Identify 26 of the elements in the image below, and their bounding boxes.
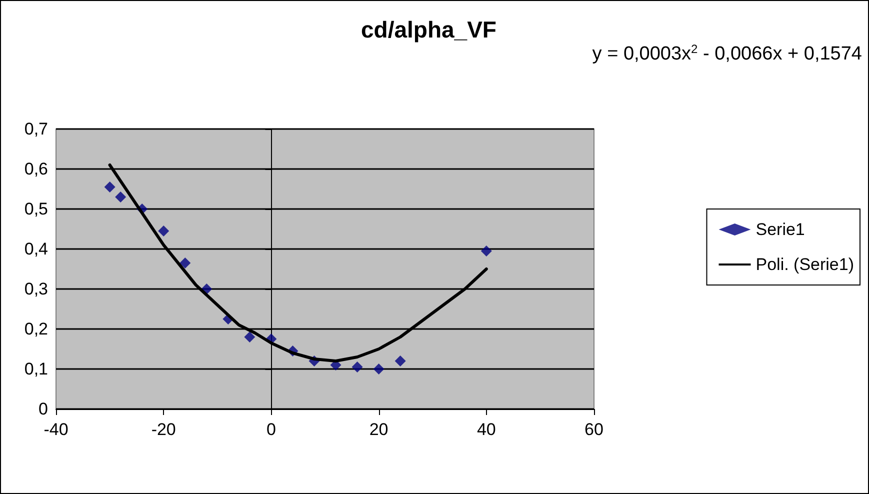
y-tick-label: 0,7	[24, 120, 48, 138]
y-tick-label: 0	[38, 400, 48, 418]
y-tick-label: 0,2	[24, 320, 48, 338]
point	[352, 362, 363, 372]
y-tick-label: 0,1	[24, 360, 48, 378]
point	[480, 246, 492, 256]
x-tick-label: 0	[266, 420, 276, 439]
point	[244, 332, 256, 342]
x-tick-label: 60	[584, 420, 604, 439]
legend-label: Poli. (Serie1)	[756, 255, 854, 274]
point	[373, 364, 384, 374]
y-tick-label: 0,4	[24, 240, 48, 258]
point	[104, 182, 116, 192]
y-tick-label: 0,6	[24, 160, 48, 178]
x-tick-label: -20	[151, 420, 176, 439]
y-tick-label: 0,5	[24, 200, 48, 218]
point	[158, 226, 170, 236]
x-tick-label: 20	[369, 420, 388, 439]
point	[180, 258, 191, 268]
y-tick-label: 0,3	[24, 280, 48, 298]
chart-title: cd/alpha_VF	[361, 16, 496, 42]
legend-label: Serie1	[756, 220, 805, 239]
point	[115, 192, 126, 202]
x-tick-label: -40	[44, 420, 68, 439]
point	[394, 356, 406, 366]
x-tick-label: 40	[476, 420, 496, 439]
